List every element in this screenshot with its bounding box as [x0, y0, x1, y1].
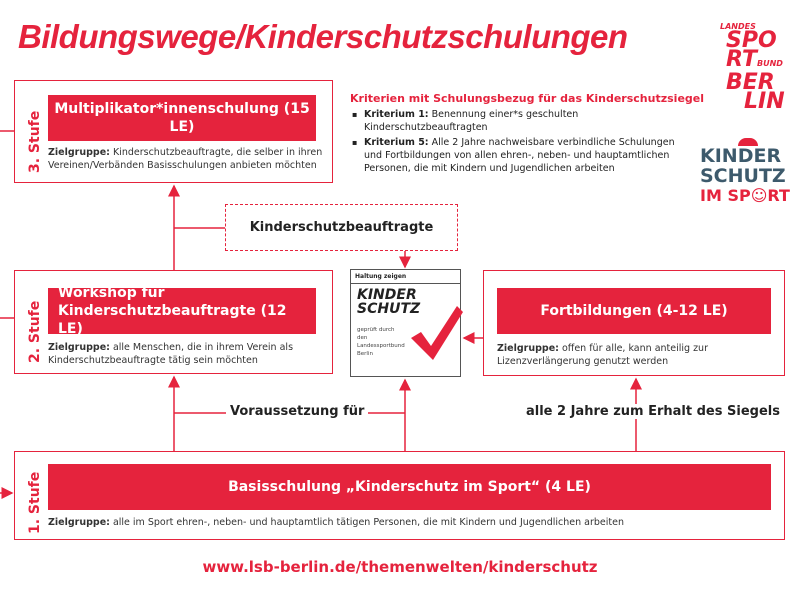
seal-subtext: geprüft durch den Landessportbund Berlin — [357, 327, 405, 357]
kinderschutzbeauftragte-box: Kinderschutzbeauftragte — [225, 204, 458, 251]
logo-text: KINDER — [700, 145, 782, 167]
zielgruppe-label: Zielgruppe: — [48, 147, 110, 158]
logo-text-row: RTBUND — [718, 47, 798, 73]
multiplikator-course: Multiplikator*innenschulung (15 LE) — [48, 95, 316, 141]
workshop-course: Workshop für Kinderschutzbeauftragte (12… — [48, 285, 316, 337]
smiley-icon: ☺ — [750, 186, 768, 205]
kinderschutz-seal: Haltung zeigen KINDER SCHUTZ geprüft durc… — [350, 269, 463, 377]
zielgruppe-description: offen für alle, kann anteilig zur Lizenz… — [497, 343, 708, 367]
logo-text: LIN — [744, 89, 785, 114]
criterion-1: Kriterium 1: Benennung einer*s geschulte… — [352, 108, 682, 134]
zielgruppe-text: Zielgruppe: alle Menschen, die in ihrem … — [48, 341, 328, 367]
logo-text: SCHUTZ — [700, 165, 786, 187]
criterion-text: Benennung einer*s geschulten Kinderschut… — [364, 109, 579, 133]
voraussetzung-label: Voraussetzung für — [226, 404, 369, 419]
page-title: Bildungswege/Kinderschutzschulungen — [18, 18, 628, 55]
logo-text: BER — [726, 70, 775, 95]
zielgruppe-text: Zielgruppe: offen für alle, kann anteili… — [497, 342, 777, 368]
stufe1-box: 1. Stufe Basisschulung „Kinderschutz im … — [14, 451, 785, 540]
zielgruppe-label: Zielgruppe: — [48, 342, 110, 353]
criteria-heading: Kriterien mit Schulungsbezug für das Kin… — [350, 92, 705, 105]
umbrella-icon — [738, 138, 758, 146]
zielgruppe-description: alle Menschen, die in ihrem Verein als K… — [48, 342, 294, 366]
lsb-berlin-logo: LANDES SPO RTBUND BER LIN — [718, 22, 798, 114]
zielgruppe-label: Zielgruppe: — [48, 517, 110, 528]
logo-text: LANDES — [720, 22, 756, 31]
stufe-label: 1. Stufe — [27, 471, 43, 534]
seal-top-text: Haltung zeigen — [351, 270, 460, 284]
seal-title-line: KINDER — [357, 287, 417, 303]
logo-text: RT — [726, 47, 757, 72]
logo-text: SPO — [726, 28, 777, 53]
criterion-label: Kriterium 5: — [364, 137, 429, 148]
seal-title: KINDER SCHUTZ — [351, 284, 460, 316]
alle-2-jahre-label: alle 2 Jahre zum Erhalt des Siegels — [526, 404, 780, 419]
criteria-list: Kriterium 1: Benennung einer*s geschulte… — [352, 108, 682, 177]
stufe-label: 2. Stufe — [27, 300, 43, 363]
checkmark-icon — [411, 306, 463, 360]
stufe-label: 3. Stufe — [27, 110, 43, 173]
stufe3-box: 3. Stufe Multiplikator*innenschulung (15… — [14, 80, 333, 183]
logo-text: BUND — [756, 59, 783, 68]
zielgruppe-text: Zielgruppe: alle im Sport ehren-, neben-… — [48, 516, 768, 529]
fortbildungen-course: Fortbildungen (4-12 LE) — [497, 288, 771, 334]
criterion-text: Alle 2 Jahre nachweisbare verbindliche S… — [364, 137, 675, 174]
zielgruppe-description: alle im Sport ehren-, neben- und hauptam… — [109, 517, 624, 528]
kinderschutz-im-sport-logo: KINDER SCHUTZ IM SP☺RT — [700, 138, 800, 206]
website-link[interactable]: www.lsb-berlin.de/themenwelten/kindersch… — [202, 558, 598, 576]
criterion-5: Kriterium 5: Alle 2 Jahre nachweisbare v… — [352, 136, 682, 175]
zielgruppe-label: Zielgruppe: — [497, 343, 559, 354]
zielgruppe-text: Zielgruppe: Kinderschutzbeauftragte, die… — [48, 146, 328, 172]
stufe2-box: 2. Stufe Workshop für Kinderschutzbeauft… — [14, 270, 333, 374]
seal-title-line: SCHUTZ — [357, 301, 421, 317]
basisschulung-course: Basisschulung „Kinderschutz im Sport“ (4… — [48, 464, 771, 510]
logo-text: IM SP☺RT — [700, 186, 790, 205]
criterion-label: Kriterium 1: — [364, 109, 429, 120]
fortbildungen-box: Fortbildungen (4-12 LE) Zielgruppe: offe… — [483, 270, 785, 376]
zielgruppe-description: Kinderschutzbeauftragte, die selber in i… — [48, 147, 323, 171]
